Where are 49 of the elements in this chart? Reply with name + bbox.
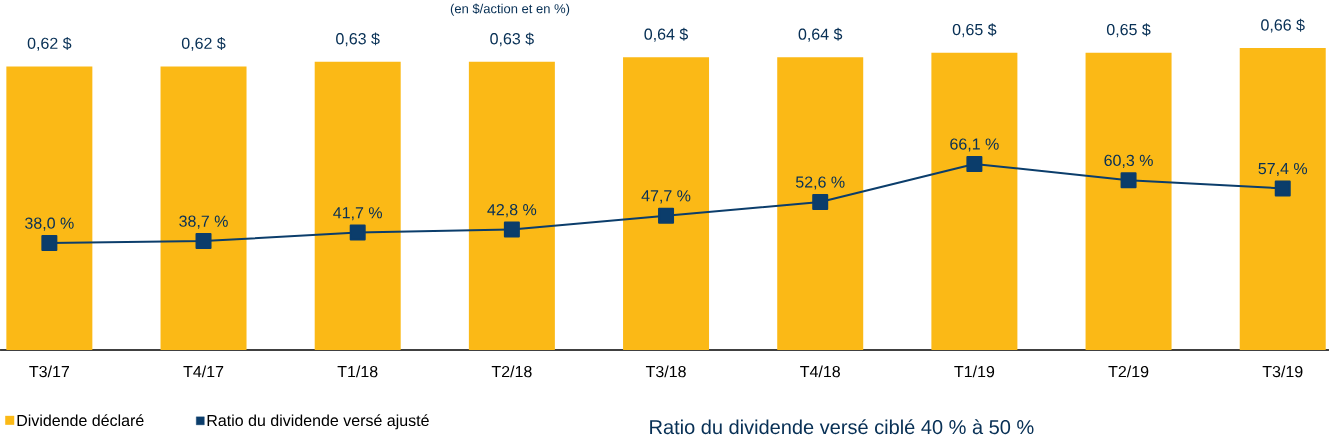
point — [812, 193, 829, 210]
data-label: 42,8 % — [487, 203, 537, 218]
point — [1274, 180, 1291, 197]
point — [195, 233, 212, 250]
data-label: 0,66 $ — [1261, 18, 1305, 33]
data-label: 0,62 $ — [27, 36, 72, 51]
x-tick-label: T4/18 — [800, 365, 840, 378]
data-label: 57,4 % — [1258, 162, 1308, 177]
x-tick-label: T3/19 — [1262, 365, 1303, 378]
data-label: 0,62 $ — [181, 36, 226, 51]
data-label: 0,63 $ — [490, 32, 534, 47]
chart-subtitle: (en $/action et en %) — [450, 3, 570, 16]
x-tick-label: T4/17 — [183, 365, 224, 378]
data-label: 47,7 % — [641, 190, 691, 204]
data-label: 52,6 % — [795, 176, 845, 190]
x-tick-label: T1/18 — [337, 365, 378, 378]
point — [658, 207, 675, 224]
bar — [623, 57, 710, 350]
point — [349, 224, 366, 241]
point — [966, 155, 983, 172]
text: Ratio du dividende versé ciblé 40 % à 50 % — [650, 419, 1034, 435]
data-label: 0,63 $ — [336, 32, 380, 47]
data-label: 38,7 % — [179, 215, 228, 229]
bar — [6, 66, 93, 350]
x-tick-label: T2/18 — [491, 365, 532, 378]
x-tick-label: T3/17 — [29, 365, 70, 378]
bar — [314, 61, 401, 350]
point — [1120, 172, 1137, 189]
bar — [777, 57, 864, 350]
bar — [1085, 52, 1172, 350]
legend-label: Ratio du dividende versé ajusté — [207, 414, 429, 430]
data-label: 0,64 $ — [798, 27, 843, 42]
x-tick-label: T1/19 — [954, 365, 995, 378]
legend-label: Dividende déclaré — [17, 414, 144, 427]
bar — [931, 52, 1018, 350]
data-label: 60,3 % — [1104, 154, 1153, 168]
data-label: 38,0 % — [25, 217, 74, 231]
data-label: 0,64 $ — [644, 27, 689, 42]
bar — [1239, 48, 1326, 350]
data-label: 0,65 $ — [1106, 23, 1151, 38]
x-tick-label: T3/18 — [645, 365, 686, 378]
point — [41, 235, 58, 252]
data-label: 41,7 % — [333, 207, 383, 221]
data-label: 0,65 $ — [952, 23, 997, 38]
data-label: 66,1 % — [950, 138, 999, 152]
bar — [160, 66, 247, 350]
point — [503, 221, 520, 238]
x-tick-label: T2/19 — [1108, 365, 1149, 378]
bar — [468, 61, 555, 350]
